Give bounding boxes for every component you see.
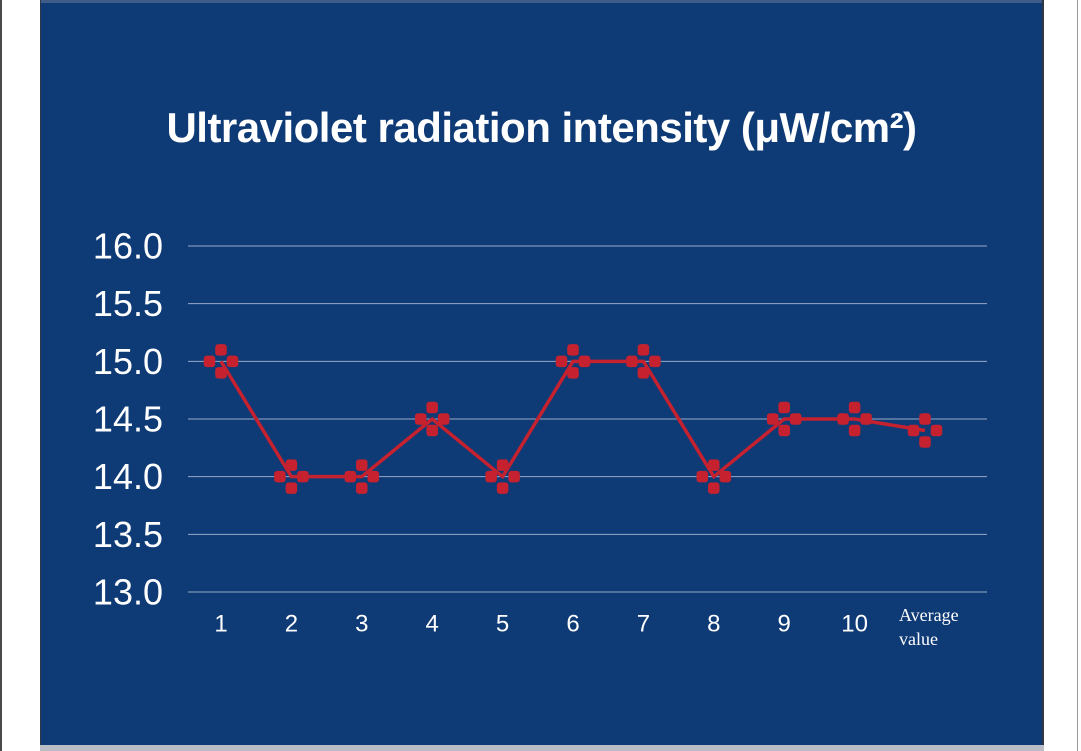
marker-tile: [414, 413, 427, 425]
y-axis-tick-label: 13.0: [93, 572, 163, 613]
data-point-marker: [626, 344, 661, 379]
marker-tile: [555, 355, 568, 368]
marker-tile: [789, 413, 802, 425]
marker-tile: [215, 367, 227, 379]
data-point-marker: [274, 459, 309, 494]
marker-tile: [226, 355, 239, 368]
marker-tile: [919, 413, 931, 425]
right-edge-line: [1077, 0, 1078, 751]
chart-title: Ultraviolet radiation intensity (μW/cm²): [166, 104, 917, 151]
data-point-marker: [555, 344, 591, 379]
y-axis-tick-label: 13.5: [93, 514, 163, 555]
marker-tile: [578, 355, 591, 368]
marker-tile: [496, 459, 509, 471]
marker-tile: [930, 424, 943, 437]
marker-tile: [708, 459, 720, 471]
marker-tile: [426, 424, 438, 437]
data-point-marker: [766, 401, 802, 437]
y-axis-tick-label: 14.5: [93, 399, 163, 440]
marker-tile: [696, 470, 709, 483]
x-axis-label: 9: [778, 611, 791, 638]
marker-tile: [508, 470, 520, 483]
marker-tile: [285, 459, 298, 471]
x-axis-label: 7: [637, 611, 650, 638]
data-point-marker: [837, 401, 872, 437]
marker-tile: [637, 367, 650, 379]
marker-tile: [708, 482, 720, 494]
y-axis-tick-label: 15.5: [93, 283, 163, 324]
x-axis-label: 5: [496, 611, 509, 638]
marker-tile: [649, 355, 661, 368]
x-axis-label: 8: [707, 611, 720, 638]
marker-tile: [356, 459, 368, 471]
marker-tile: [356, 482, 368, 494]
data-point-marker: [485, 459, 520, 494]
series-line: [219, 359, 926, 480]
panel-top-edge: [41, 0, 1042, 3]
marker-tile: [766, 413, 779, 425]
marker-tile: [567, 344, 579, 356]
marker-tile: [848, 401, 861, 414]
marker-tile: [626, 355, 638, 368]
marker-tile: [848, 424, 861, 437]
x-axis-label: 4: [426, 611, 439, 638]
marker-tile: [367, 470, 380, 483]
marker-tile: [907, 424, 920, 437]
y-axis-tick-label: 15.0: [93, 341, 163, 382]
data-point-marker: [203, 344, 239, 379]
left-edge-line: [0, 0, 2, 751]
line-chart-canvas: 16.0 15.5 15.0 14.5 14.0 13.5 13.0 1 2 3 4 5 6 7 8 9 10 A…: [93, 226, 987, 649]
marker-tile: [778, 424, 790, 437]
x-axis-label-average-value: Average value: [899, 605, 959, 649]
data-point-marker: [414, 401, 450, 437]
marker-tile: [344, 470, 357, 483]
marker-tile: [297, 470, 309, 483]
marker-tile: [719, 470, 732, 483]
marker-tile: [496, 482, 509, 494]
marker-tile: [837, 413, 849, 425]
x-axis-label: 2: [285, 611, 298, 638]
marker-tile: [637, 344, 650, 356]
marker-tile: [215, 344, 227, 356]
x-axis-label: 3: [355, 611, 368, 638]
y-axis-tick-label: 16.0: [93, 226, 163, 267]
marker-tile: [203, 355, 216, 368]
marker-tile: [567, 367, 579, 379]
marker-tile: [778, 401, 790, 414]
data-point-marker: [696, 459, 732, 494]
data-point-marker: [344, 459, 380, 494]
y-axis-tick-label: 14.0: [93, 456, 163, 497]
panel-bottom-strip: [40, 745, 1044, 751]
x-axis-label: 10: [841, 611, 868, 638]
data-point-marker: [907, 413, 943, 448]
marker-tile: [274, 470, 286, 483]
x-axis-label: 6: [566, 611, 579, 638]
marker-tile: [285, 482, 298, 494]
marker-tile: [485, 470, 497, 483]
x-axis-label: 1: [214, 611, 227, 638]
marker-tile: [426, 401, 438, 414]
marker-tile: [860, 413, 872, 425]
marker-tile: [437, 413, 450, 425]
chart-panel: Ultraviolet radiation intensity (μW/cm²)…: [40, 0, 1044, 745]
marker-tile: [919, 436, 931, 448]
